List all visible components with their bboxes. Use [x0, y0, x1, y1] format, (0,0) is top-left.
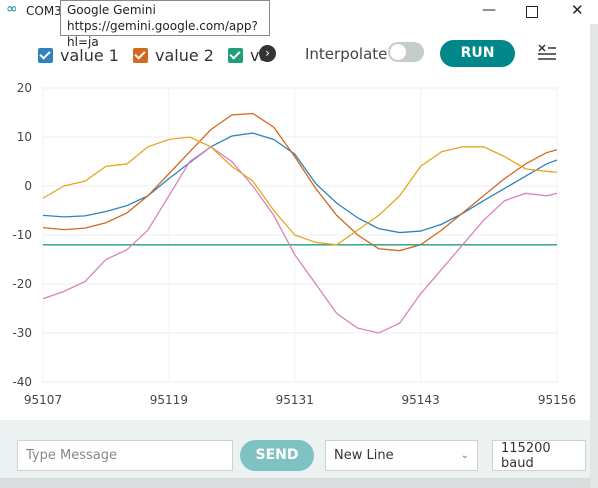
- y-tick-label: -20: [12, 277, 32, 291]
- h-scrollbar[interactable]: [0, 478, 590, 488]
- y-tick-label: -40: [12, 375, 32, 389]
- interpolate-toggle[interactable]: [388, 42, 424, 62]
- series-line: [42, 132, 558, 234]
- menu-icon[interactable]: [536, 43, 558, 61]
- chart: 20 10 0 -10 -20 -30 -40 95107 95119 95131 95143 951…: [12, 81, 576, 407]
- legend-scroll[interactable]: ›: [259, 45, 276, 62]
- y-tick-label: 0: [24, 179, 32, 193]
- x-tick-label: 95143: [402, 393, 440, 407]
- tooltip: Google Gemini https://gemini.google.com/…: [60, 0, 270, 49]
- interpolate-label: Interpolate: [305, 45, 388, 63]
- v-scrollbar[interactable]: [590, 24, 598, 488]
- y-tick-label: 10: [17, 130, 32, 144]
- maximize[interactable]: [526, 6, 538, 18]
- bottom-bar: Type Message SEND New Line ⌄ 115200 baud: [0, 420, 598, 488]
- baud-select[interactable]: 115200 baud: [492, 440, 586, 471]
- line-ending: New Line: [334, 448, 394, 463]
- legend-item[interactable]: value 1: [38, 44, 119, 66]
- legend-checkbox[interactable]: [227, 47, 243, 63]
- x-tick-label: 95156: [538, 393, 576, 407]
- send-button[interactable]: SEND: [240, 440, 314, 471]
- close[interactable]: ✕: [571, 1, 584, 19]
- dropdown-arrow: ⌄: [460, 450, 469, 461]
- legend-item[interactable]: value 2: [132, 44, 214, 66]
- y-tick-label: -30: [12, 326, 32, 340]
- x-tick-label: 95107: [24, 393, 62, 407]
- window-title: COM3: [26, 4, 62, 18]
- message-input[interactable]: Type Message: [17, 440, 233, 471]
- series-line: [42, 146, 558, 334]
- tooltip-url: https://gemini.google.com/app?hl=ja: [67, 19, 258, 49]
- x-tick-label: 95131: [276, 393, 314, 407]
- legend-checkbox[interactable]: [38, 47, 53, 63]
- minimize[interactable]: —: [482, 2, 496, 18]
- series-line: [42, 112, 558, 252]
- y-tick-label: 20: [17, 81, 32, 95]
- run-button[interactable]: RUN: [440, 40, 515, 67]
- legend-label: value 2: [154, 45, 214, 65]
- legend-checkbox[interactable]: [132, 47, 148, 63]
- toggle-knob: [390, 44, 406, 60]
- series-line: [42, 136, 558, 246]
- line-ending-select[interactable]: New Line ⌄: [325, 440, 478, 471]
- tooltip-title: Google Gemini: [67, 3, 156, 17]
- y-tick-label: -10: [12, 228, 32, 242]
- app-icon: ∞: [6, 1, 18, 17]
- x-tick-label: 95119: [150, 393, 188, 407]
- legend-label: value 1: [60, 45, 119, 65]
